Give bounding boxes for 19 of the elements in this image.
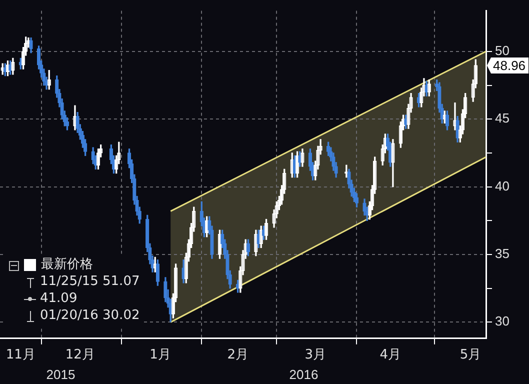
y-tick-label: 50: [495, 42, 510, 58]
x-tick-label: 11月: [6, 348, 36, 363]
y-tick-label: 35: [495, 246, 510, 262]
annotation: 01/20/16 30.02: [40, 307, 140, 324]
x-tick-label: 12月: [65, 348, 95, 363]
x-tick-label: 5月: [460, 348, 482, 363]
x-tick-label: 2月: [227, 348, 248, 363]
y-tick-label: 45: [495, 110, 510, 126]
x-tick-label: 3月: [304, 348, 326, 363]
text: 2015: [46, 367, 76, 382]
annotation: 41.09: [40, 290, 78, 308]
text: 2016: [289, 367, 318, 382]
y-tick-label: 40: [495, 178, 510, 194]
legend-label: 最新价格: [41, 256, 93, 274]
text: 48.96: [493, 58, 526, 74]
annotation: 11/25/15 51.07: [40, 273, 140, 290]
y-tick-label: 30: [495, 314, 510, 329]
x-tick-label: 4月: [380, 348, 401, 363]
x-tick-label: 1月: [150, 348, 171, 363]
